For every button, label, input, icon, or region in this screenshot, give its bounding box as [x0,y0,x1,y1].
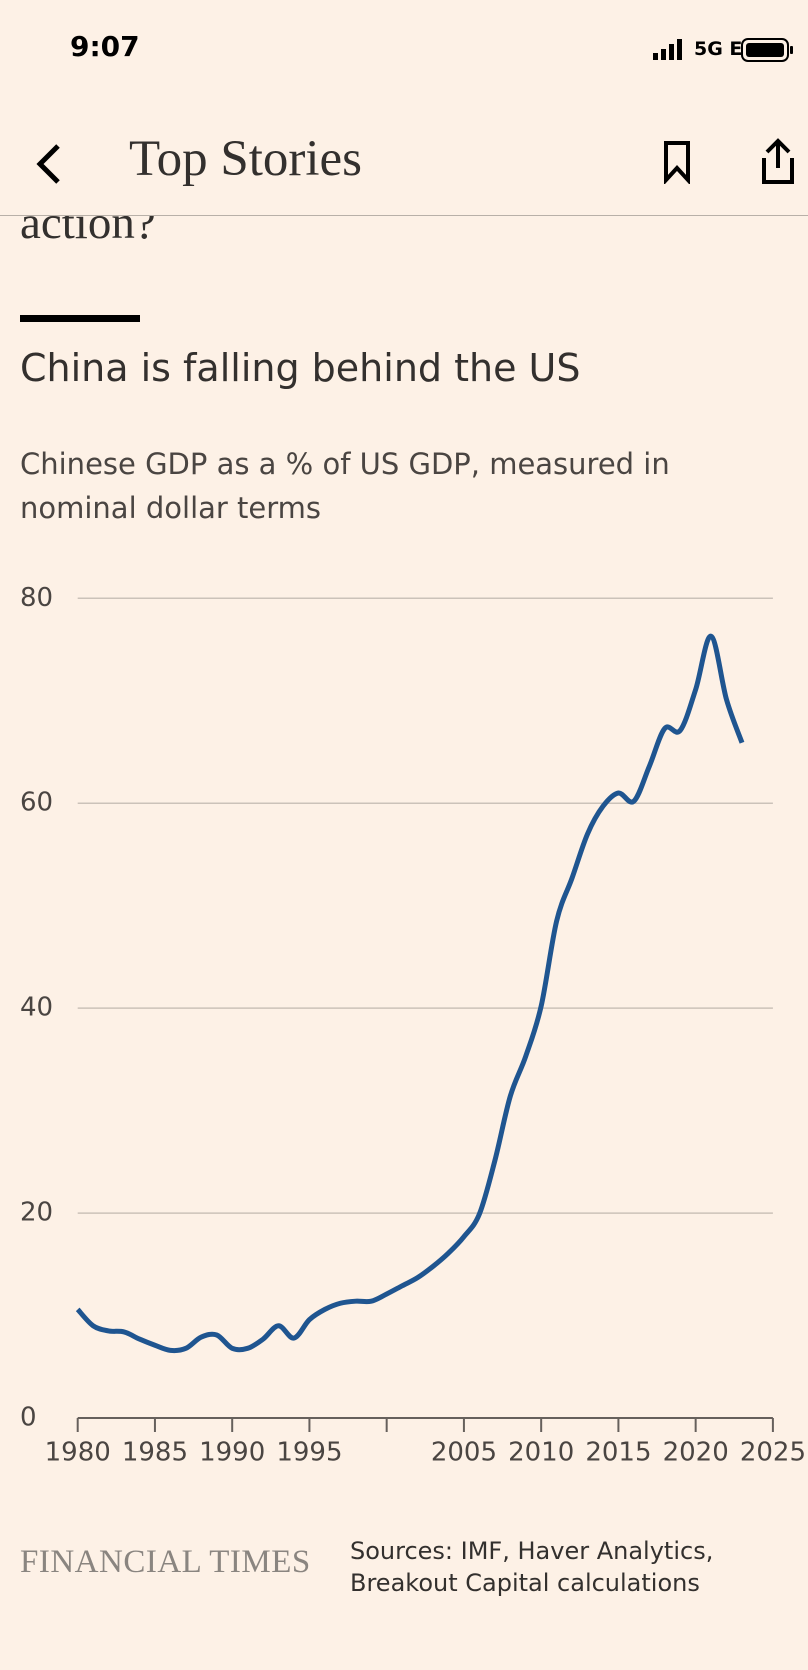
y-tick-label: 80 [20,583,53,613]
data-line [75,633,745,1354]
nav-title: Top Stories [129,131,363,187]
signal-icon [653,39,682,60]
y-tick-label: 0 [20,1403,37,1433]
x-tick-label: 1995 [276,1438,342,1468]
share-button[interactable] [758,138,798,186]
x-tick-label: 2025 [740,1438,806,1468]
header: 9:07 5G E Top Stories [0,0,808,216]
back-button[interactable] [32,142,68,186]
y-tick-label: 60 [20,788,53,818]
x-tick-label: 2010 [508,1438,574,1468]
status-network: 5G E [694,38,743,60]
x-tick-label: 1990 [199,1438,265,1468]
x-tick-label: 1985 [122,1438,188,1468]
ft-logo: FINANCIAL TIMES [20,1544,311,1580]
chart: 0 20 40 60 80 1980 1985 1990 1995 2005 2010 2015 202… [20,583,806,1468]
x-tick-label: 2015 [585,1438,651,1468]
status-time: 9:07 [70,30,140,63]
y-tick-label: 20 [20,1198,53,1228]
chart-source: Sources: IMF, Haver Analytics, Breakout … [350,1537,714,1597]
battery-icon [741,38,793,62]
divider-bar [20,315,140,322]
x-tick-label: 2020 [663,1438,729,1468]
bookmark-button[interactable] [662,140,692,184]
chart-title: China is falling behind the US [20,346,581,390]
x-tick-label: 2005 [431,1438,497,1468]
y-tick-label: 40 [20,993,53,1023]
chart-subtitle: Chinese GDP as a % of US GDP, measured i… [20,447,670,525]
x-tick-label: 1980 [45,1438,111,1468]
